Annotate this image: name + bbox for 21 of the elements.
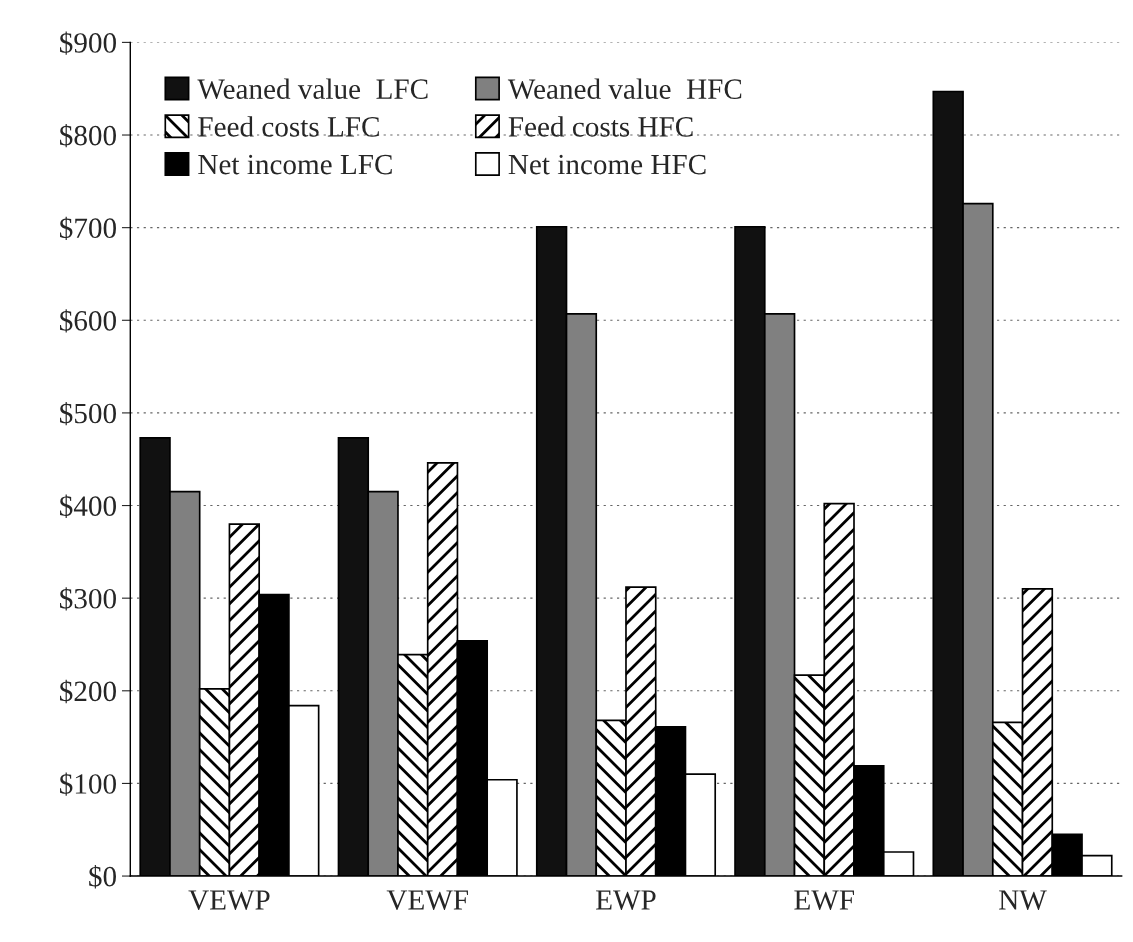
y-tick-label: $700 [60, 216, 116, 240]
x-tick-label: VEWP [188, 890, 270, 910]
legend-label: Feed costs HFC [508, 116, 693, 137]
y-tick-label: $200 [60, 679, 116, 704]
y-tick-label: $400 [60, 494, 116, 518]
y-tick-label: $900 [60, 31, 116, 55]
x-tick-label: NW [999, 890, 1047, 910]
y-tick-label: $100 [60, 772, 116, 796]
y-tick-label: $800 [60, 124, 116, 148]
x-tick-label: EWP [596, 890, 656, 910]
x-tick-label: EWF [794, 890, 854, 910]
legend-label: Weaned value HFC [507, 78, 742, 100]
x-tick-label: VEWF [386, 890, 468, 910]
legend-label: Net income HFC [508, 154, 706, 175]
legend-label: Feed costs LFC [198, 116, 379, 137]
y-tick-label: $600 [60, 309, 116, 333]
y-tick-label: $0 [89, 865, 116, 889]
y-tick-label: $300 [60, 587, 116, 611]
y-tick-label: $500 [60, 401, 116, 426]
legend-label: Weaned value LFC [197, 78, 428, 100]
legend-label: Net income LFC [198, 154, 392, 175]
